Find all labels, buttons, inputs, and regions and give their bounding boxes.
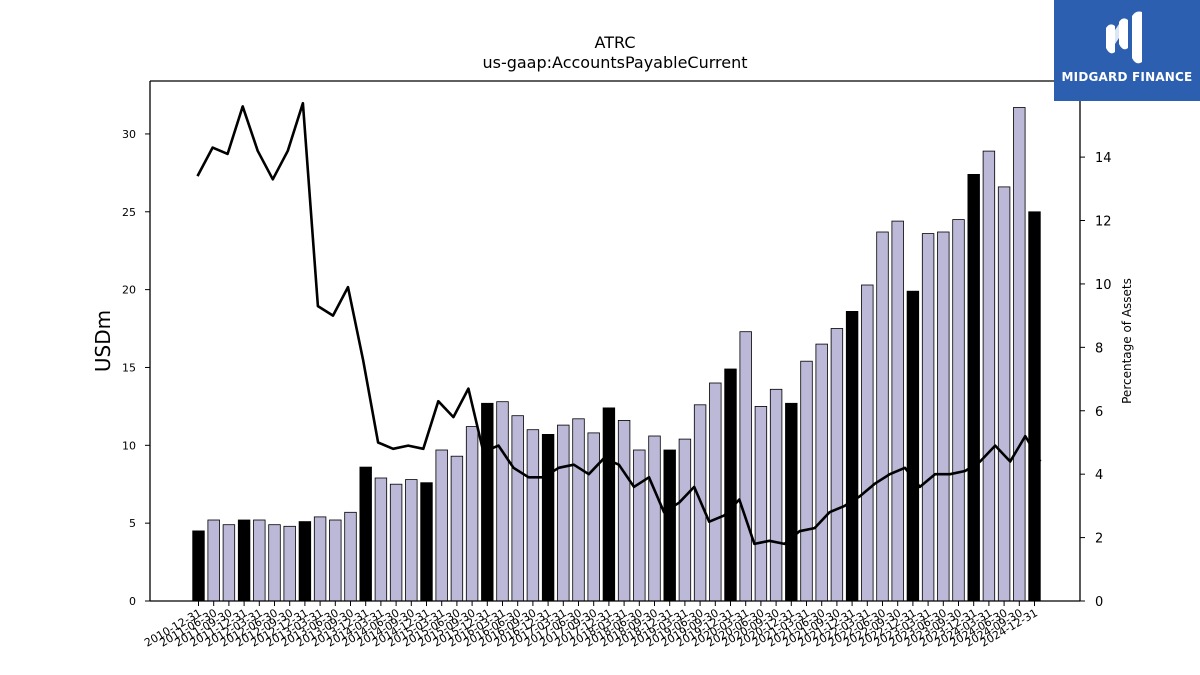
- bar: [359, 466, 372, 602]
- midgard-logo-icon: [1106, 11, 1142, 64]
- bar: [876, 231, 889, 602]
- bar: [465, 426, 479, 602]
- y2-axis-label: Percentage of Assets: [1120, 278, 1134, 404]
- y-axis-label: USDm: [91, 310, 115, 372]
- bar: [450, 455, 464, 602]
- y2-tick-label: 0: [1095, 595, 1103, 610]
- y-tick-label: 20: [122, 284, 136, 297]
- bar: [648, 435, 661, 602]
- y2-tick-label: 10: [1095, 278, 1112, 293]
- bar: [344, 511, 357, 602]
- bar: [754, 405, 768, 602]
- bar: [952, 219, 965, 602]
- bar: [906, 290, 920, 602]
- series-line: [196, 101, 1042, 546]
- bar: [435, 449, 448, 602]
- bar: [830, 328, 844, 602]
- bar: [207, 519, 220, 602]
- bar: [891, 220, 904, 602]
- y2-tick-label: 4: [1095, 468, 1103, 483]
- bar: [237, 519, 251, 602]
- bar: [374, 477, 388, 602]
- bar: [769, 388, 783, 602]
- bar: [800, 360, 813, 602]
- bar: [253, 519, 266, 602]
- y2-tick-label: 8: [1095, 341, 1103, 356]
- y2-tick-label: 2: [1095, 532, 1103, 547]
- bar: [526, 429, 540, 602]
- bar: [982, 150, 996, 602]
- bar: [298, 521, 312, 602]
- chart-subtitle: us-gaap:AccountsPayableCurrent: [482, 53, 747, 72]
- midgard-finance-logo: MIDGARD FINANCE: [1054, 0, 1200, 101]
- bar: [587, 432, 600, 602]
- logo-text: MIDGARD FINANCE: [1061, 70, 1193, 84]
- bar: [541, 433, 555, 602]
- bar: [192, 530, 205, 602]
- bar: [602, 407, 616, 602]
- y-tick-label: 5: [129, 517, 136, 530]
- bar: [405, 479, 418, 602]
- bar: [420, 482, 433, 602]
- bar: [329, 519, 342, 602]
- bar: [663, 449, 676, 602]
- bar: [283, 525, 296, 602]
- bar: [617, 419, 631, 602]
- y2-tick-label: 6: [1095, 405, 1103, 420]
- bar: [845, 310, 859, 602]
- chart-title: ATRC: [595, 33, 636, 52]
- y2-tick-label: 12: [1095, 215, 1112, 230]
- bar: [268, 524, 281, 602]
- bar: [724, 368, 737, 602]
- bar: [709, 382, 722, 602]
- y-tick-label: 10: [122, 439, 136, 452]
- bar: [511, 415, 524, 602]
- y-tick-label: 0: [129, 595, 136, 608]
- bar: [678, 438, 692, 602]
- bar: [815, 343, 828, 602]
- bar: [785, 402, 798, 602]
- bar: [496, 401, 509, 602]
- bar: [572, 418, 585, 602]
- bar: [481, 402, 494, 602]
- bar: [921, 233, 935, 602]
- bar: [313, 516, 327, 602]
- bar: [557, 424, 570, 602]
- bar: [1013, 107, 1026, 602]
- bar: [739, 331, 752, 602]
- bar: [937, 231, 950, 602]
- bar: [997, 186, 1011, 602]
- bar: [861, 284, 874, 602]
- bar: [1028, 211, 1041, 602]
- bar: [633, 449, 646, 602]
- y-tick-label: 30: [122, 128, 136, 141]
- y2-tick-label: 14: [1095, 151, 1112, 166]
- bar: [967, 173, 980, 602]
- y-tick-label: 25: [122, 206, 136, 219]
- y-tick-label: 15: [122, 361, 136, 374]
- bar: [222, 524, 236, 602]
- bar: [389, 483, 403, 602]
